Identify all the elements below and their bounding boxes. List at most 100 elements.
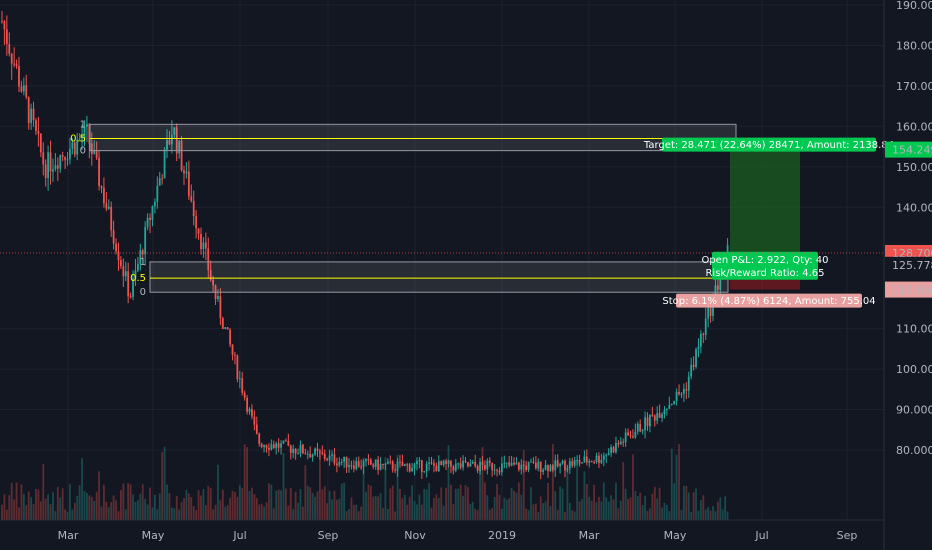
candle-body[interactable] (37, 130, 40, 134)
candle-body[interactable] (685, 389, 688, 391)
candle-body[interactable] (52, 169, 54, 172)
candle-body[interactable] (178, 140, 181, 154)
candle-body[interactable] (110, 206, 113, 231)
candle-body[interactable] (496, 469, 498, 471)
candle-body[interactable] (352, 465, 355, 469)
candle-body[interactable] (25, 85, 28, 98)
candle-body[interactable] (231, 344, 234, 355)
candle-body[interactable] (372, 464, 375, 467)
candle-body[interactable] (556, 460, 559, 467)
candle-body[interactable] (682, 389, 685, 394)
candle-body[interactable] (602, 455, 605, 460)
candle-body[interactable] (525, 465, 528, 471)
candle-body[interactable] (656, 413, 659, 421)
candle-body[interactable] (459, 463, 462, 468)
candle-body[interactable] (423, 471, 426, 473)
candle-body[interactable] (328, 455, 331, 461)
candle-body[interactable] (641, 430, 644, 432)
candle-body[interactable] (122, 266, 125, 277)
candle-body[interactable] (515, 462, 518, 465)
candle-body[interactable] (268, 447, 270, 450)
candle-body[interactable] (624, 432, 627, 443)
candlestick-series[interactable] (1, 11, 729, 480)
candle-body[interactable] (595, 455, 598, 463)
candle-body[interactable] (248, 408, 251, 412)
candle-body[interactable] (386, 461, 389, 464)
candle-body[interactable] (207, 248, 210, 271)
candle-body[interactable] (139, 250, 142, 264)
candle-body[interactable] (644, 417, 646, 431)
candle-body[interactable] (399, 461, 401, 463)
candle-body[interactable] (612, 447, 615, 453)
fib-zone[interactable] (89, 123, 737, 152)
candle-body[interactable] (704, 318, 707, 335)
candle-body[interactable] (44, 164, 47, 179)
candle-body[interactable] (503, 462, 506, 464)
candle-body[interactable] (719, 279, 722, 290)
candle-body[interactable] (348, 465, 350, 468)
candle-body[interactable] (297, 453, 299, 455)
candle-body[interactable] (382, 463, 384, 465)
candle-body[interactable] (156, 185, 159, 202)
candle-body[interactable] (653, 415, 656, 421)
candle-body[interactable] (185, 171, 188, 174)
candle-body[interactable] (117, 251, 120, 261)
candle-body[interactable] (411, 468, 414, 472)
candle-body[interactable] (127, 271, 130, 297)
candle-body[interactable] (437, 461, 440, 472)
candle-body[interactable] (607, 452, 610, 455)
candle-body[interactable] (355, 461, 358, 469)
candle-body[interactable] (530, 461, 532, 463)
candle-body[interactable] (311, 454, 314, 458)
candle-body[interactable] (571, 461, 574, 466)
candle-body[interactable] (221, 318, 224, 329)
candle-body[interactable] (260, 443, 263, 448)
candle-body[interactable] (209, 270, 212, 280)
candle-body[interactable] (408, 464, 411, 472)
target-zone[interactable] (730, 149, 800, 265)
candle-body[interactable] (129, 296, 132, 298)
candle-body[interactable] (132, 278, 134, 297)
candle-body[interactable] (367, 459, 370, 461)
candle-body[interactable] (467, 462, 469, 467)
candle-body[interactable] (726, 245, 729, 254)
candle-body[interactable] (265, 445, 268, 448)
candle-body[interactable] (680, 393, 683, 395)
candle-body[interactable] (634, 431, 637, 438)
candle-body[interactable] (469, 463, 472, 467)
candle-body[interactable] (175, 127, 178, 154)
candle-body[interactable] (476, 465, 479, 471)
candle-body[interactable] (479, 461, 481, 471)
candle-body[interactable] (151, 206, 154, 221)
candle-body[interactable] (670, 404, 673, 406)
candle-body[interactable] (646, 417, 649, 427)
long-position-tool[interactable]: Target: 28.471 (22.64%) 28471, Amount: 2… (0, 137, 894, 308)
candle-body[interactable] (554, 460, 557, 471)
candle-body[interactable] (299, 444, 302, 454)
candle-body[interactable] (615, 442, 617, 453)
candle-body[interactable] (649, 414, 651, 427)
candle-body[interactable] (192, 201, 195, 217)
candle-body[interactable] (3, 21, 6, 30)
candle-body[interactable] (539, 461, 542, 472)
candle-body[interactable] (697, 346, 700, 350)
candle-body[interactable] (263, 445, 265, 448)
candle-body[interactable] (253, 416, 256, 425)
candle-body[interactable] (166, 140, 168, 150)
candle-body[interactable] (357, 461, 360, 467)
candle-body[interactable] (309, 453, 312, 458)
candle-body[interactable] (76, 139, 79, 155)
candle-body[interactable] (204, 242, 207, 249)
candle-body[interactable] (462, 460, 464, 468)
candle-body[interactable] (345, 456, 348, 468)
candle-body[interactable] (163, 149, 166, 179)
candle-body[interactable] (183, 170, 185, 174)
candle-body[interactable] (471, 461, 474, 464)
candle-body[interactable] (498, 470, 501, 473)
candle-body[interactable] (112, 230, 115, 244)
candle-body[interactable] (294, 448, 297, 454)
candle-body[interactable] (18, 66, 20, 87)
candle-body[interactable] (335, 463, 338, 466)
candle-body[interactable] (20, 86, 23, 92)
candle-body[interactable] (331, 454, 333, 456)
